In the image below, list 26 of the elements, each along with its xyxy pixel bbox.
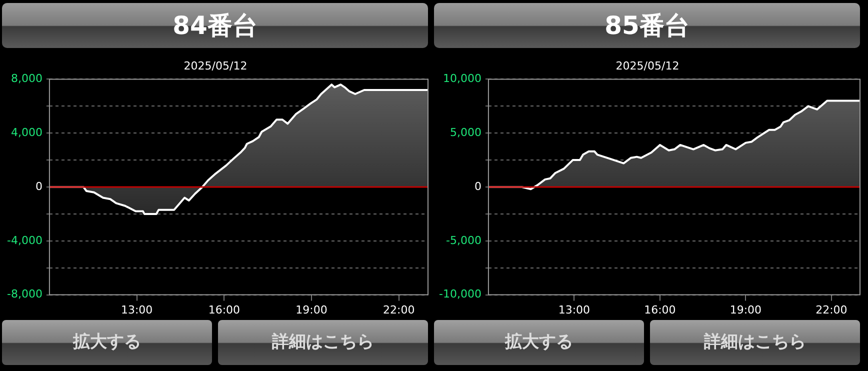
y-tick-label: 8,000 (10, 72, 42, 86)
y-tick-label: 5,000 (450, 126, 482, 139)
x-tick-label: 22:00 (816, 303, 848, 316)
x-tick-label: 16:00 (644, 303, 676, 316)
x-tick-label: 13:00 (558, 303, 590, 316)
chart-title: 85番台 (434, 3, 860, 48)
chart-subtitle: 2025/05/12 (616, 59, 680, 72)
text: 詳細はこちら (650, 320, 860, 365)
y-tick-label: 0 (35, 180, 42, 193)
x-tick-label: 22:00 (383, 303, 415, 316)
chart-title: 84番台 (2, 3, 428, 48)
y-tick-label: -8,000 (6, 288, 42, 301)
y-tick-label: 10,000 (442, 72, 482, 86)
text: 拡大する (2, 320, 212, 365)
x-tick-label: 13:00 (120, 303, 153, 316)
y-tick-label: -4,000 (6, 234, 42, 247)
y-tick-label: 0 (474, 180, 482, 193)
x-tick-label: 19:00 (296, 303, 328, 316)
y-tick-label: -10,000 (438, 288, 482, 301)
x-tick-label: 16:00 (208, 303, 240, 316)
text: 拡大する (434, 320, 644, 365)
text: 詳細はこちら (218, 320, 428, 365)
x-tick-label: 19:00 (730, 303, 762, 316)
y-tick-label: 4,000 (10, 126, 42, 139)
chart-subtitle: 2025/05/12 (184, 59, 248, 72)
y-tick-label: -5,000 (446, 234, 482, 247)
